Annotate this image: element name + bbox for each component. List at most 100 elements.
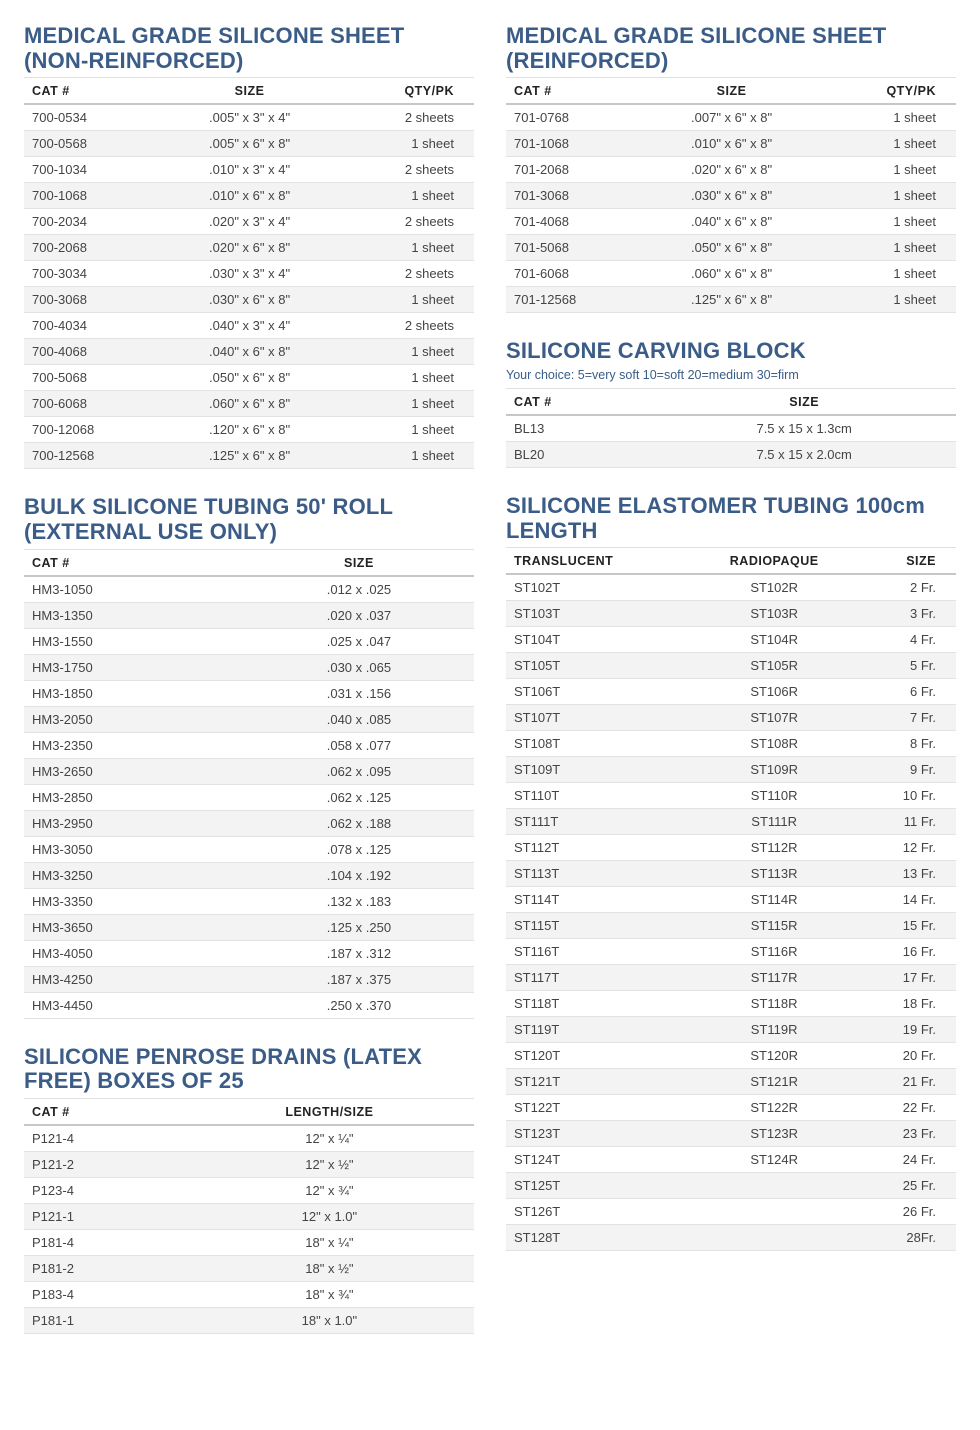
table-cell: 1 sheet — [336, 339, 474, 365]
table-cell: ST107T — [506, 705, 690, 731]
table-cell: 700-1034 — [24, 157, 163, 183]
table-cell: 700-0534 — [24, 104, 163, 131]
table-row: 700-2068.020" x 6" x 8"1 sheet — [24, 235, 474, 261]
table-cell: .010" x 6" x 8" — [163, 183, 336, 209]
table-row: ST120TST120R20 Fr. — [506, 1043, 956, 1069]
table-cell: 700-3034 — [24, 261, 163, 287]
table-row: ST123TST123R23 Fr. — [506, 1121, 956, 1147]
table-cell: 12" x ¼" — [185, 1125, 474, 1152]
table-cell: .062 x .095 — [244, 758, 474, 784]
table-cell: .030 x .065 — [244, 654, 474, 680]
table-cell: .030" x 6" x 8" — [645, 183, 818, 209]
table-cell: .040" x 6" x 8" — [163, 339, 336, 365]
table-cell: ST107R — [690, 705, 858, 731]
table-cell: P181-4 — [24, 1229, 185, 1255]
page-layout: MEDICAL GRADE SILICONE SHEET (NON-REINFO… — [24, 24, 956, 1360]
column-header: LENGTH/SIZE — [185, 1098, 474, 1125]
table-cell: 18" x ¼" — [185, 1229, 474, 1255]
table-cell — [690, 1225, 858, 1251]
table-cell: .058 x .077 — [244, 732, 474, 758]
table-row: ST116TST116R16 Fr. — [506, 939, 956, 965]
table-cell: 25 Fr. — [858, 1173, 956, 1199]
table-cell: .020 x .037 — [244, 602, 474, 628]
table-cell: ST102R — [690, 574, 858, 601]
table-cell: 12" x 1.0" — [185, 1203, 474, 1229]
section-block: SILICONE CARVING BLOCK Your choice: 5=ve… — [506, 339, 956, 468]
table-cell: P121-4 — [24, 1125, 185, 1152]
table-cell: P121-2 — [24, 1151, 185, 1177]
table-row: HM3-3050.078 x .125 — [24, 836, 474, 862]
table-row: 700-3034.030" x 3" x 4"2 sheets — [24, 261, 474, 287]
table-row: HM3-1750.030 x .065 — [24, 654, 474, 680]
table-cell: ST125T — [506, 1173, 690, 1199]
table-cell: ST118R — [690, 991, 858, 1017]
table-cell: 700-4034 — [24, 313, 163, 339]
section-reinf: MEDICAL GRADE SILICONE SHEET (REINFORCED… — [506, 24, 956, 313]
table-cell: ST103T — [506, 601, 690, 627]
table-row: ST126T26 Fr. — [506, 1199, 956, 1225]
right-column: MEDICAL GRADE SILICONE SHEET (REINFORCED… — [506, 24, 956, 1360]
table-cell: ST126T — [506, 1199, 690, 1225]
table-cell: 15 Fr. — [858, 913, 956, 939]
table-cell: P181-1 — [24, 1307, 185, 1333]
table-cell: 1 sheet — [336, 391, 474, 417]
section-bulk: BULK SILICONE TUBING 50' ROLL (EXTERNAL … — [24, 495, 474, 1018]
table-row: ST109TST109R9 Fr. — [506, 757, 956, 783]
column-header: CAT # — [24, 549, 244, 576]
table-cell: 700-6068 — [24, 391, 163, 417]
left-column: MEDICAL GRADE SILICONE SHEET (NON-REINFO… — [24, 24, 474, 1360]
table-cell: 18" x ½" — [185, 1255, 474, 1281]
table-row: HM3-1050.012 x .025 — [24, 576, 474, 603]
table-cell: .050" x 6" x 8" — [163, 365, 336, 391]
table-cell: 14 Fr. — [858, 887, 956, 913]
table-cell: ST128T — [506, 1225, 690, 1251]
table-row: ST107TST107R7 Fr. — [506, 705, 956, 731]
table-cell: ST114T — [506, 887, 690, 913]
table-cell: HM3-2050 — [24, 706, 244, 732]
table-cell: ST116R — [690, 939, 858, 965]
column-header: CAT # — [24, 1098, 185, 1125]
table-row: P181-118" x 1.0" — [24, 1307, 474, 1333]
table-row: P121-412" x ¼" — [24, 1125, 474, 1152]
table-cell: 6 Fr. — [858, 679, 956, 705]
table-cell: P123-4 — [24, 1177, 185, 1203]
table-cell: ST105R — [690, 653, 858, 679]
table-row: 700-2034.020" x 3" x 4"2 sheets — [24, 209, 474, 235]
table-cell: 2 sheets — [336, 209, 474, 235]
table-row: HM3-1850.031 x .156 — [24, 680, 474, 706]
table-cell: .040" x 6" x 8" — [645, 209, 818, 235]
table-row: ST121TST121R21 Fr. — [506, 1069, 956, 1095]
table-row: ST128T28Fr. — [506, 1225, 956, 1251]
table-row: 700-1034.010" x 3" x 4"2 sheets — [24, 157, 474, 183]
table-cell: 701-0768 — [506, 104, 645, 131]
table-row: ST110TST110R10 Fr. — [506, 783, 956, 809]
table-cell: 1 sheet — [818, 261, 956, 287]
table-cell: 2 sheets — [336, 104, 474, 131]
table-cell: 1 sheet — [818, 235, 956, 261]
table-row: ST108TST108R8 Fr. — [506, 731, 956, 757]
table-row: 700-12568.125" x 6" x 8"1 sheet — [24, 443, 474, 469]
table-row: ST113TST113R13 Fr. — [506, 861, 956, 887]
table-row: ST117TST117R17 Fr. — [506, 965, 956, 991]
table-cell: 3 Fr. — [858, 601, 956, 627]
table-cell: .020" x 6" x 8" — [645, 157, 818, 183]
column-header: SIZE — [645, 78, 818, 105]
table-row: HM3-4050.187 x .312 — [24, 940, 474, 966]
table-cell: ST120T — [506, 1043, 690, 1069]
table-row: 701-0768.007" x 6" x 8"1 sheet — [506, 104, 956, 131]
column-header: SIZE — [858, 548, 956, 575]
table-row: ST119TST119R19 Fr. — [506, 1017, 956, 1043]
section-subtitle: Your choice: 5=very soft 10=soft 20=medi… — [506, 368, 956, 382]
table-row: HM3-2950.062 x .188 — [24, 810, 474, 836]
section-title: SILICONE ELASTOMER TUBING 100cm LENGTH — [506, 494, 956, 543]
table-cell: ST104T — [506, 627, 690, 653]
table-row: HM3-1350.020 x .037 — [24, 602, 474, 628]
table-cell: ST115T — [506, 913, 690, 939]
table-cell: 700-3068 — [24, 287, 163, 313]
table-cell — [690, 1199, 858, 1225]
table-cell: .025 x .047 — [244, 628, 474, 654]
table-row: 700-4068.040" x 6" x 8"1 sheet — [24, 339, 474, 365]
table-cell: 1 sheet — [336, 183, 474, 209]
section-title: MEDICAL GRADE SILICONE SHEET (REINFORCED… — [506, 24, 956, 73]
table-cell: .250 x .370 — [244, 992, 474, 1018]
